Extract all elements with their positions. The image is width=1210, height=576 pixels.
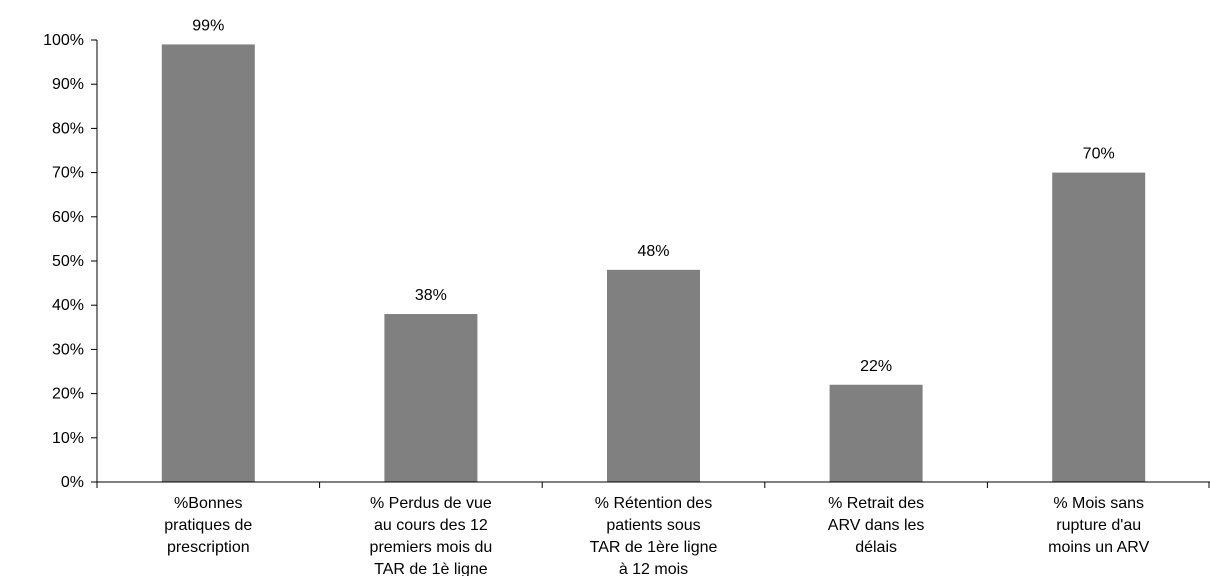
- category-label: pratiques de: [164, 517, 252, 534]
- category-label: % Rétention des: [595, 495, 712, 512]
- bar: [384, 314, 478, 482]
- data-label: 22%: [860, 358, 892, 375]
- data-labels: 99% 38% 48% 22% 70%: [192, 17, 1114, 374]
- category-label: moins un ARV: [1048, 539, 1149, 556]
- category-label: délais: [855, 539, 897, 556]
- bars: [161, 44, 1146, 483]
- y-tick-label: 90%: [52, 76, 84, 93]
- y-tick-label: 100%: [43, 32, 84, 49]
- y-tick-label: 50%: [52, 253, 84, 270]
- category-label: % Retrait des: [828, 495, 924, 512]
- data-label: 70%: [1083, 146, 1115, 163]
- category-label: à 12 mois: [619, 561, 688, 576]
- y-tick-label: 40%: [52, 297, 84, 314]
- category-label: TAR de 1è ligne: [374, 561, 488, 576]
- y-tick-label: 30%: [52, 341, 84, 358]
- y-tick-label: 0%: [61, 474, 84, 491]
- category-label: prescription: [167, 539, 250, 556]
- category-label: patients sous: [606, 517, 700, 534]
- bar: [829, 384, 923, 482]
- y-axis: 0% 10% 20% 30% 40% 50% 60% 70% 80% 90% 100%: [43, 32, 98, 491]
- category-label: ARV dans les: [828, 517, 925, 534]
- category-label: %Bonnes: [174, 495, 243, 512]
- bar: [1052, 172, 1146, 482]
- y-tick-label: 70%: [52, 165, 84, 182]
- bar: [161, 44, 255, 483]
- data-label: 48%: [637, 243, 669, 260]
- bar: [607, 269, 700, 482]
- category-label: % Mois sans: [1053, 495, 1144, 512]
- y-tick-label: 80%: [52, 120, 84, 137]
- category-label: premiers mois du: [370, 539, 493, 556]
- data-label: 99%: [192, 17, 224, 34]
- y-tick-label: 20%: [52, 386, 84, 403]
- y-tick-label: 60%: [52, 209, 84, 226]
- data-label: 38%: [415, 287, 447, 304]
- x-axis: %Bonnes pratiques de prescription % Perdus …: [96, 481, 1210, 576]
- category-label: au cours des 12: [374, 517, 488, 534]
- category-label: TAR de 1ère ligne: [590, 539, 718, 556]
- category-label: % Perdus de vue: [370, 495, 492, 512]
- y-tick-label: 10%: [52, 430, 84, 447]
- category-label: rupture d'au: [1056, 517, 1141, 534]
